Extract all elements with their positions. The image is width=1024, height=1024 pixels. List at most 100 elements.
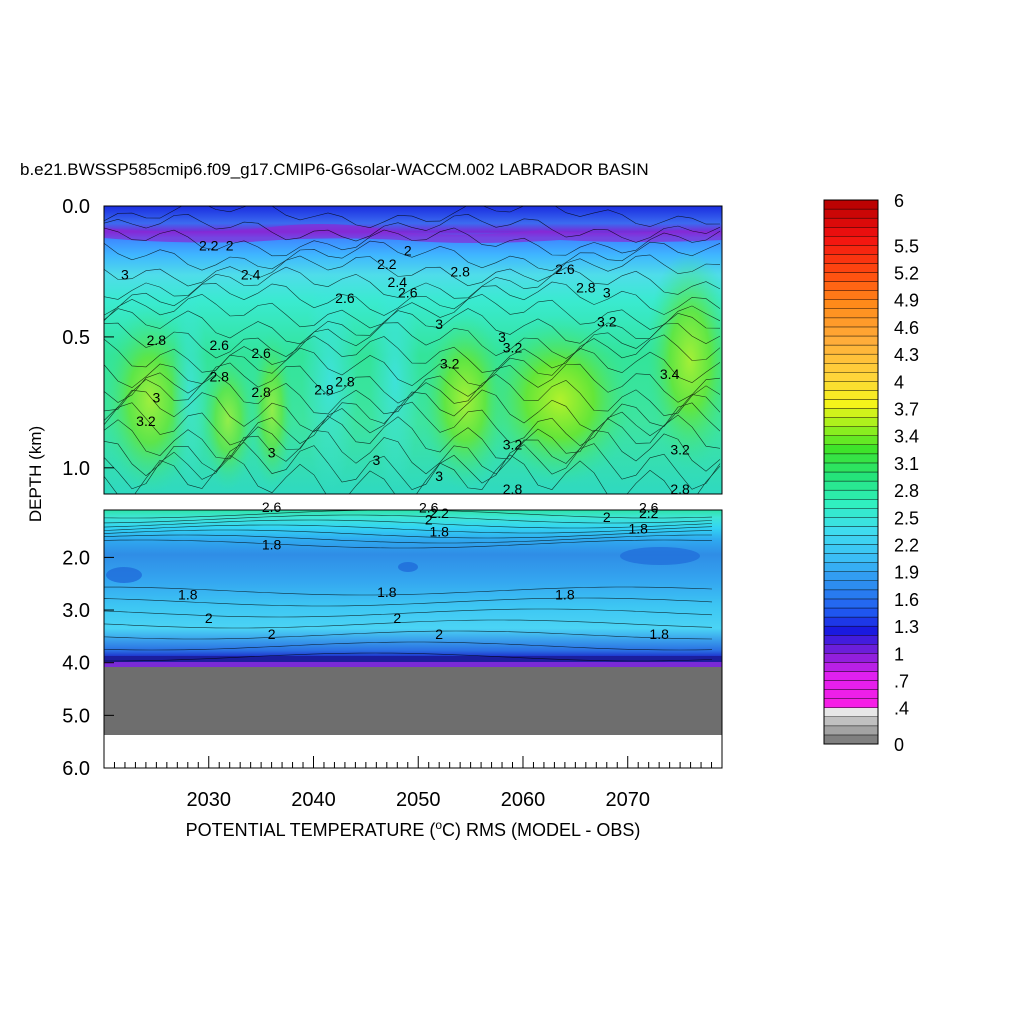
colorbar-label: 1.3 (894, 617, 919, 637)
lower-panel-frame (103, 509, 723, 769)
colorbar-label: 3.4 (894, 427, 919, 447)
contour-line (104, 608, 713, 618)
contour-label: 1.8 (377, 584, 397, 600)
colorbar-swatch (823, 571, 879, 582)
y-tick-label: 1.0 (62, 458, 90, 480)
contour-line (104, 414, 721, 460)
colorbar-swatch (823, 517, 879, 527)
colorbar-swatch (823, 508, 879, 518)
contour-line (104, 308, 721, 345)
lower-field (104, 510, 722, 658)
colorbar-swatch (823, 290, 879, 300)
colorbar-label: 6 (894, 191, 904, 211)
contour-label: 2.2 (639, 505, 659, 521)
contour-label: 2.6 (419, 500, 439, 516)
contour-label: 3.2 (503, 436, 523, 452)
contour-line (104, 429, 721, 477)
colorbar-swatch (823, 344, 879, 355)
contour-label: 3 (268, 444, 276, 460)
colorbar-swatch (823, 535, 879, 545)
warm-core (420, 310, 510, 490)
colorbar-label: 1 (894, 644, 904, 664)
contour-line (104, 281, 721, 316)
cool-tongue (302, 270, 358, 490)
colorbar-swatch (823, 281, 879, 291)
contour-line (104, 213, 721, 243)
contour-label: 3 (372, 452, 380, 468)
contour-line (104, 519, 713, 529)
x-tick-label: 2060 (501, 789, 546, 811)
contour-line (104, 630, 713, 640)
contour-line (104, 322, 721, 359)
chart-title: b.e21.BWSSP585cmip6.f09_g17.CMIP6-G6sola… (20, 160, 649, 179)
contour-label: 2 (603, 509, 611, 525)
colorbar-swatch (823, 689, 879, 699)
colorbar-swatch (823, 390, 879, 400)
colorbar-label: .7 (894, 672, 909, 692)
contour-label: 3 (435, 468, 443, 484)
colorbar-swatch (823, 381, 879, 391)
colorbar-swatch (823, 607, 879, 618)
contour-label: 1.8 (262, 536, 282, 552)
contour-label: 2.6 (209, 337, 229, 353)
colorbar-label: 3.7 (894, 400, 919, 420)
contour-label: 2.8 (251, 384, 271, 400)
colorbar-swatch (823, 399, 879, 409)
contour-label: 2.8 (670, 481, 690, 497)
contour-label: 2.2 (199, 238, 219, 254)
cold-core (398, 562, 418, 572)
colorbar-swatch (823, 335, 879, 346)
contour-line (104, 334, 721, 373)
colorbar-swatch (823, 562, 879, 572)
colorbar-swatch (823, 526, 879, 536)
contour-line (104, 641, 713, 651)
contour-label: 1.8 (555, 587, 575, 603)
upper-panel-frame (103, 205, 723, 495)
colorbar-swatch (823, 698, 879, 708)
contour-label: 2.8 (503, 481, 523, 497)
contour-line (104, 401, 721, 447)
warm-core (485, 315, 635, 485)
deep-minimum-band (104, 662, 722, 667)
y-tick-label: 0.5 (62, 327, 90, 349)
colorbar-swatch (823, 435, 879, 446)
colorbar-label: 5.2 (894, 264, 919, 284)
colorbar-swatch (823, 707, 879, 718)
colorbar-swatch (823, 226, 879, 237)
contour-label: 2 (404, 243, 412, 259)
colorbar-label: 4.3 (894, 345, 919, 365)
contour-label: 2.6 (251, 345, 271, 361)
contour-label: 2.6 (262, 499, 282, 515)
deep-minimum-band (104, 656, 722, 664)
contour-label: 3.2 (440, 355, 460, 371)
colorbar-label: 4.9 (894, 291, 919, 311)
contour-label: 2.4 (388, 274, 408, 290)
y-tick-label: 2.0 (62, 547, 90, 569)
colorbar-label: 2.2 (894, 536, 919, 556)
contour-label: 3.2 (503, 340, 523, 356)
contour-label: 3 (498, 329, 506, 345)
colorbar-swatch (823, 254, 879, 264)
colorbar-swatch (823, 372, 879, 382)
colorbar-label: 2.8 (894, 481, 919, 501)
contour-label: 2.6 (335, 290, 355, 306)
colorbar-swatch (823, 308, 879, 319)
colorbar: 6 5.5 5.2 4.9 4.6 4.3 4 3.7 3.4 3.1 2.8 2.5 2.2 1.9 1.… (823, 191, 919, 755)
colorbar-swatch (823, 272, 879, 282)
contour-label: 2.4 (241, 266, 261, 282)
contour-label: 3 (435, 316, 443, 332)
colorbar-swatch (823, 208, 879, 219)
colorbar-label: 4 (894, 372, 904, 392)
contour-line (104, 373, 721, 417)
colorbar-label: .4 (894, 699, 909, 719)
contour-label: 1.8 (628, 521, 648, 537)
cold-core (106, 567, 142, 583)
contour-line (104, 266, 721, 300)
contour-labels: 32.2 22.42.8 2.62.82.62.833.232.82.62.222.… (121, 238, 690, 642)
contour-label: 2 (425, 512, 433, 528)
contour-label: 1.8 (178, 587, 198, 603)
contour-label: 3.2 (670, 442, 690, 458)
colorbar-swatch (823, 408, 879, 418)
x-tick-label: 2030 (186, 789, 231, 811)
contour-label: 3 (121, 266, 129, 282)
